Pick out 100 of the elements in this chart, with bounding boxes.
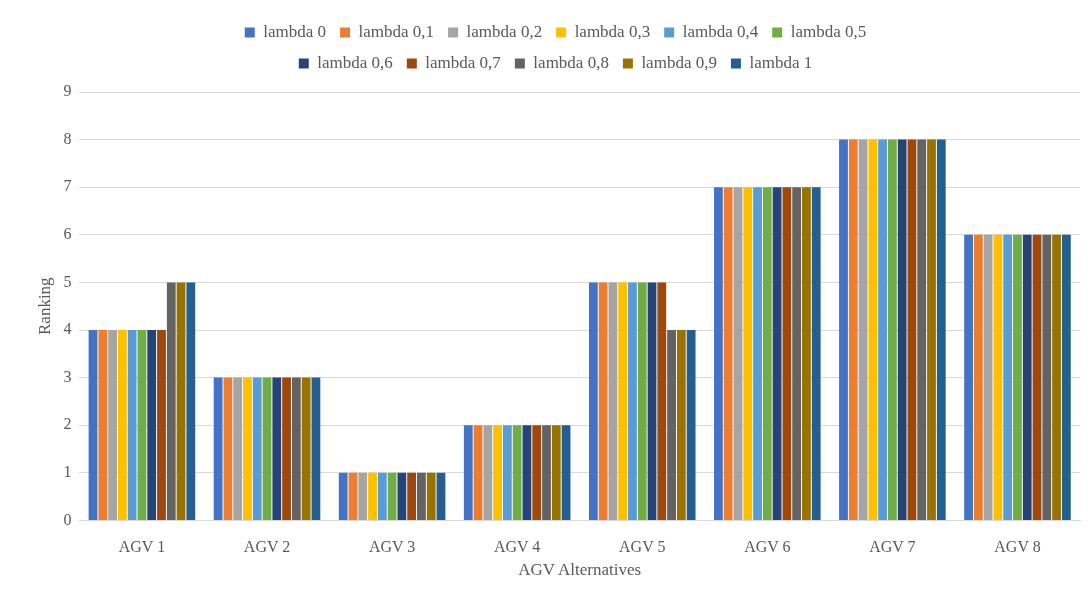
bar [502,425,512,520]
legend-label: lambda 0,3 [574,21,651,41]
bar [714,187,723,520]
bar [157,330,166,520]
bar [1061,234,1071,520]
x-tick-label: AGV 3 [368,538,416,556]
bar [753,187,762,520]
bar [522,425,532,520]
bar [878,139,888,520]
bar [667,330,676,520]
bar [1003,234,1013,520]
bar [223,377,233,520]
legend-label: lambda 0,8 [533,52,609,72]
bar [301,377,311,520]
bar [532,425,542,520]
y-tick-label: 0 [63,510,72,528]
bar [417,472,426,520]
bar [637,282,647,520]
bar [88,330,98,520]
bar [311,377,321,520]
y-tick-label: 6 [63,225,72,242]
bar [772,187,782,520]
bar [1013,234,1022,520]
bar [618,282,628,520]
bar [1052,234,1061,520]
bar [839,139,848,520]
bar [512,425,522,520]
bar [1042,234,1052,520]
legend-label: lambda 0,1 [358,21,435,41]
bar [108,330,117,520]
bar [848,139,858,520]
bar [657,282,667,520]
bar [426,472,436,520]
legend-label: lambda 1 [749,52,813,72]
x-tick-label: AGV 2 [243,538,291,556]
bar [147,330,157,520]
legend-label: lambda 0,6 [317,52,393,72]
bar [588,282,598,520]
bar [782,187,792,520]
y-tick-label: 1 [63,463,72,480]
bar [964,234,973,520]
bar [407,472,417,520]
bar [598,282,608,520]
bar [137,330,147,520]
bar [473,425,483,520]
bar [338,472,348,520]
bar [176,282,186,520]
bar [802,187,811,520]
bar [397,472,407,520]
x-tick-label: AGV 7 [869,538,916,556]
bar [983,234,993,520]
bar [233,377,243,520]
bar [743,187,753,520]
legend-label: lambda 0 [263,21,327,41]
bar [762,187,772,520]
bar [868,139,878,520]
bar [166,282,176,520]
bar [993,234,1003,520]
bar [917,139,927,520]
bar [907,139,917,520]
bar [723,187,733,520]
legend-label: lambda 0,9 [641,52,717,72]
bar [243,377,252,520]
bar [858,139,868,520]
legend-label: lambda 0,4 [682,21,759,41]
bar [282,377,291,520]
bar [733,187,743,520]
x-tick-label: AGV 1 [118,538,166,556]
bar [608,282,618,520]
y-tick-label: 5 [63,272,72,290]
bar [463,425,473,520]
bar [1032,234,1042,520]
y-tick-label: 7 [63,177,72,195]
bar [272,377,282,520]
legend-label: lambda 0,2 [466,21,543,41]
y-tick-label: 4 [63,320,72,338]
y-tick-label: 9 [63,82,72,100]
y-tick-label: 3 [63,367,72,385]
bar [291,377,301,520]
bar [262,377,272,520]
bar [213,377,223,520]
bar [897,139,907,520]
bar [483,425,493,520]
bar [436,472,446,520]
bar [542,425,551,520]
bar [98,330,108,520]
bar [561,425,571,520]
bar [117,330,127,520]
bar [186,282,196,520]
x-tick-label: AGV 6 [744,538,791,556]
legend-label: lambda 0,7 [425,52,502,72]
legend-label: lambda 0,5 [790,21,867,41]
bar [551,425,561,520]
bar [377,472,387,520]
bar [973,234,983,520]
y-axis-title: Ranking [34,276,54,335]
bar [927,139,936,520]
bar [811,187,821,520]
bar [686,330,696,520]
bar [493,425,503,520]
